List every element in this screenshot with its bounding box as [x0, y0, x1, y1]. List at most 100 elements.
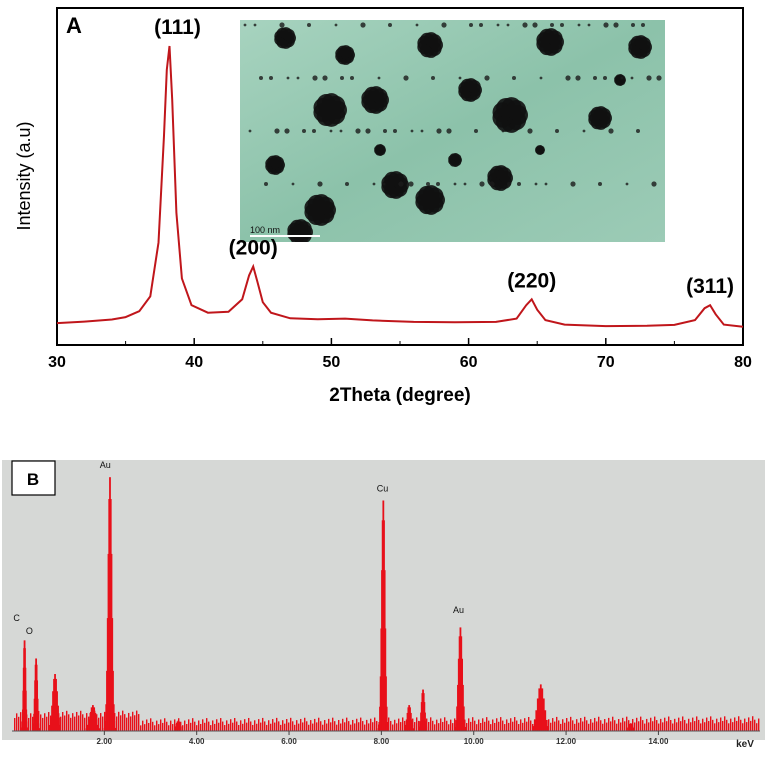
tem-dot — [603, 76, 607, 80]
eds-noise-bar — [200, 723, 202, 731]
eds-x-tick-label: 6.00 — [281, 737, 297, 746]
tem-dot — [603, 22, 609, 28]
eds-noise-bar — [498, 721, 500, 731]
eds-noise-bar — [514, 717, 516, 731]
eds-peak-bar — [89, 712, 92, 731]
eds-noise-bar — [582, 721, 584, 731]
eds-noise-bar — [124, 714, 126, 731]
tem-dot — [284, 128, 290, 134]
eds-noise-bar — [548, 719, 550, 731]
tem-dot — [279, 22, 285, 28]
eds-noise-bar — [512, 721, 514, 731]
eds-noise-bar — [572, 720, 574, 731]
eds-noise-bar — [678, 717, 680, 731]
eds-noise-bar — [562, 719, 564, 731]
tem-dot — [420, 129, 424, 133]
eds-noise-bar — [726, 719, 728, 731]
eds-noise-bar — [340, 723, 342, 731]
eds-noise-bar — [130, 716, 132, 731]
eds-peak-annotations: CO Au Cu Au — [13, 460, 464, 636]
eds-peak-label: O — [26, 626, 33, 636]
tem-dot — [296, 76, 300, 80]
eds-noise-bar — [730, 718, 732, 731]
eds-noise-bar — [696, 716, 698, 731]
eds-noise-bar — [294, 724, 296, 731]
eds-noise-bar — [492, 719, 494, 731]
eds-noise-bar — [438, 723, 440, 731]
eds-noise-bar — [732, 722, 734, 731]
tem-inset-image: 100 nm — [240, 20, 665, 242]
eds-noise-bar — [552, 718, 554, 731]
eds-noise-bar — [356, 718, 358, 731]
eds-peak-bar — [55, 678, 57, 731]
eds-peak-bar — [26, 727, 28, 731]
eds-noise-bar — [272, 719, 274, 731]
eds-noise-bar — [664, 717, 666, 731]
eds-peak-bar — [632, 727, 635, 731]
eds-noise-bar — [710, 716, 712, 731]
tem-dot — [474, 129, 478, 133]
eds-noise-bar — [214, 723, 216, 731]
eds-noise-bar — [288, 722, 290, 731]
eds-noise-bar — [350, 724, 352, 731]
eds-peak-bar — [114, 727, 117, 731]
eds-noise-bar — [418, 720, 420, 731]
xrd-series-line — [56, 45, 744, 328]
eds-x-axis-label: keV — [736, 739, 754, 750]
eds-noise-bar — [484, 721, 486, 731]
tem-nanoparticles — [243, 22, 662, 242]
eds-noise-bar — [466, 723, 468, 731]
eds-noise-bar — [598, 716, 600, 731]
eds-noise-bar — [186, 724, 188, 731]
eds-x-tick-label: 2.00 — [97, 737, 113, 746]
eds-noise-bar — [506, 719, 508, 731]
tem-dot — [377, 76, 381, 80]
eds-noise-bar — [128, 712, 130, 731]
eds-noise-bar — [332, 717, 334, 731]
eds-noise-bar — [342, 718, 344, 731]
eds-noise-bar — [98, 717, 100, 731]
eds-noise-bar — [126, 717, 128, 731]
eds-noise-bar — [344, 722, 346, 731]
tem-dot — [532, 22, 538, 28]
tem-dot — [560, 23, 564, 27]
tem-dot — [496, 23, 500, 27]
xrd-peak-annotations: (111) (200) (220) (311) — [154, 16, 734, 298]
eds-noise-bar — [530, 720, 532, 731]
eds-noise-bar — [334, 721, 336, 731]
tem-dot — [410, 129, 414, 133]
eds-noise-bar — [336, 724, 338, 731]
eds-peak-bar — [532, 726, 535, 731]
eds-peak-bar — [112, 704, 115, 731]
eds-noise-bar — [218, 722, 220, 731]
eds-noise-bar — [208, 721, 210, 731]
eds-noise-bar — [564, 722, 566, 731]
tem-particle — [492, 97, 528, 133]
eds-noise-bar — [510, 718, 512, 731]
tem-dot — [291, 182, 295, 186]
eds-noise-bar — [404, 720, 406, 731]
eds-peak-bar — [25, 721, 28, 731]
eds-noise-bar — [210, 725, 212, 731]
eds-noise-bar — [238, 724, 240, 731]
tem-dot — [587, 23, 591, 27]
eds-noise-bar — [606, 722, 608, 731]
eds-noise-bar — [172, 724, 174, 731]
xrd-x-axis-label: 2Theta (degree) — [329, 385, 470, 406]
eds-noise-bar — [688, 718, 690, 731]
eds-noise-bar — [646, 718, 648, 731]
eds-noise-bar — [704, 722, 706, 731]
eds-peak-bar — [51, 705, 53, 731]
eds-noise-bar — [224, 725, 226, 731]
eds-noise-bar — [684, 719, 686, 731]
eds-noise-bar — [316, 722, 318, 731]
tem-particle — [614, 74, 626, 86]
eds-noise-bar — [474, 720, 476, 731]
tem-dot — [656, 75, 662, 81]
eds-noise-bar — [592, 722, 594, 731]
eds-noise-bar — [146, 719, 148, 731]
eds-noise-bar — [354, 723, 356, 731]
eds-peak-bar — [37, 723, 40, 731]
eds-noise-bar — [212, 720, 214, 731]
tem-dot — [264, 182, 268, 186]
